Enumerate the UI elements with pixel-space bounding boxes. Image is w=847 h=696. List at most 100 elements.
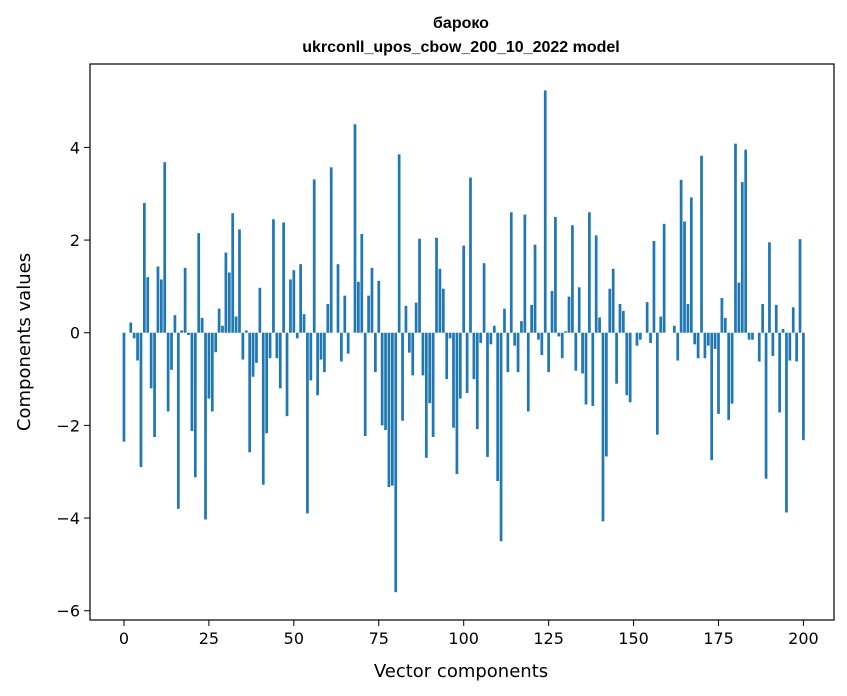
bar-66	[346, 332, 350, 354]
bar-190	[768, 242, 771, 333]
plot-frame	[89, 63, 835, 621]
bar-104	[475, 332, 479, 430]
bar-13	[166, 332, 170, 412]
bar-83	[404, 305, 408, 333]
bar-123	[540, 332, 544, 355]
bar-128	[557, 332, 561, 337]
bar-23	[200, 317, 204, 333]
bar-140	[598, 317, 601, 333]
bar-111	[499, 332, 503, 542]
bar-98	[455, 332, 459, 475]
y-tick-label: 2	[70, 231, 80, 250]
bar-147	[622, 310, 625, 333]
bar-31	[227, 272, 231, 333]
bar-94	[441, 288, 445, 333]
x-tick-label: 125	[533, 629, 564, 648]
bar-50	[292, 270, 296, 333]
x-tick-label: 100	[448, 629, 479, 648]
chart-subtitle: ukrconll_upos_cbow_200_10_2022 model	[302, 39, 619, 56]
bar-11	[159, 279, 163, 333]
bar-110	[496, 332, 500, 481]
bar-2	[129, 322, 133, 333]
bar-159	[662, 223, 666, 333]
bar-179	[730, 332, 734, 404]
bar-9	[153, 332, 156, 437]
bar-59	[323, 332, 326, 373]
bar-168	[693, 332, 697, 345]
x-tick-label: 150	[618, 629, 649, 648]
bar-177	[723, 317, 727, 333]
bar-44	[272, 219, 275, 333]
bar-154	[645, 302, 649, 333]
bar-198	[795, 332, 798, 362]
bar-166	[686, 304, 690, 333]
bar-88	[421, 332, 425, 376]
bar-73	[370, 267, 374, 333]
bar-16	[176, 332, 180, 509]
bar-170	[700, 155, 703, 333]
bar-87	[418, 238, 421, 333]
bar-81	[397, 154, 401, 333]
bar-24	[204, 332, 207, 520]
bar-84	[407, 332, 411, 353]
bar-71	[363, 332, 367, 437]
bar-137	[588, 212, 591, 333]
bar-143	[608, 288, 612, 333]
x-axis-label: Vector components	[374, 661, 548, 682]
bar-30	[224, 252, 228, 333]
bar-164	[679, 179, 683, 333]
bar-124	[543, 90, 547, 333]
bar-183	[744, 149, 748, 333]
bar-126	[550, 291, 554, 333]
bar-76	[380, 332, 384, 426]
bar-19	[187, 332, 190, 336]
bar-149	[628, 332, 632, 403]
bar-57	[316, 332, 319, 396]
bar-103	[472, 332, 476, 380]
bar-129	[560, 332, 564, 359]
bar-53	[302, 314, 306, 333]
bar-197	[791, 307, 795, 333]
bar-188	[761, 304, 765, 333]
y-tick-label: 4	[70, 138, 80, 157]
bar-10	[156, 266, 160, 333]
bar-181	[737, 282, 741, 333]
bar-157	[655, 332, 659, 435]
bar-148	[625, 332, 629, 396]
bar-151	[635, 332, 639, 346]
bar-6	[143, 203, 146, 333]
bar-72	[367, 295, 370, 333]
bar-5	[139, 332, 143, 468]
bar-46	[278, 332, 282, 389]
bar-169	[696, 332, 700, 359]
bar-184	[747, 332, 751, 340]
bar-196	[788, 332, 792, 361]
bar-120	[530, 304, 533, 333]
y-axis-ticks: −6 −4 −2 0 2 4	[56, 138, 90, 621]
bar-95	[445, 332, 449, 380]
bar-37	[248, 332, 252, 453]
x-tick-label: 25	[199, 629, 219, 648]
bar-135	[581, 332, 584, 374]
bar-3	[132, 332, 136, 339]
bar-187	[757, 332, 761, 362]
bar-193	[778, 332, 781, 413]
y-axis-label: Components values	[14, 253, 35, 431]
bar-131	[567, 296, 571, 333]
bar-75	[377, 280, 381, 333]
bar-61	[329, 167, 333, 333]
bar-108	[489, 332, 493, 345]
bar-115	[513, 332, 517, 346]
chart-title: бароко	[433, 15, 489, 32]
bar-127	[554, 216, 557, 333]
bar-146	[618, 304, 622, 333]
bar-118	[523, 214, 527, 333]
y-tick-label: −4	[56, 509, 80, 528]
bar-78	[387, 332, 391, 488]
bar-194	[781, 329, 785, 333]
bar-45	[275, 332, 279, 359]
bar-36	[244, 330, 248, 333]
bar-167	[689, 197, 693, 333]
bar-33	[234, 316, 238, 333]
